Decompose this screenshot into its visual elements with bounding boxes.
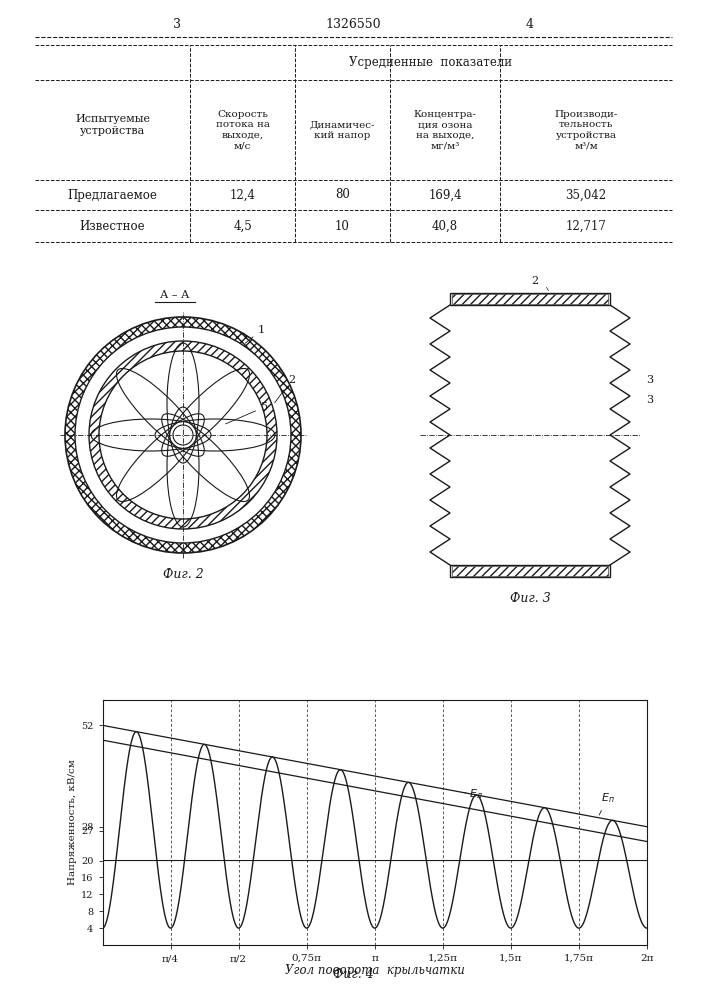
Text: 1326550: 1326550	[325, 18, 381, 31]
Text: 40,8: 40,8	[432, 220, 458, 232]
FancyBboxPatch shape	[450, 293, 610, 305]
Text: $E_л$: $E_л$	[464, 787, 483, 801]
FancyBboxPatch shape	[452, 566, 608, 576]
Text: Концентра-
ция озона
на выходе,
мг/м³: Концентра- ция озона на выходе, мг/м³	[414, 110, 477, 150]
Ellipse shape	[89, 341, 277, 529]
Text: Испытуемые
устройства: Испытуемые устройства	[75, 114, 150, 136]
Text: 12,717: 12,717	[566, 220, 607, 232]
Text: 3: 3	[646, 395, 653, 405]
Text: Фиг. 2: Фиг. 2	[163, 568, 204, 582]
Ellipse shape	[65, 317, 301, 553]
Text: 35,042: 35,042	[566, 188, 607, 202]
FancyBboxPatch shape	[452, 294, 608, 304]
Text: 4: 4	[526, 18, 534, 31]
Text: $E_п$: $E_п$	[599, 791, 614, 815]
Text: Предлагаемое: Предлагаемое	[68, 188, 158, 202]
Text: Динамичес-
кий напор: Динамичес- кий напор	[310, 120, 375, 140]
Y-axis label: Напряженность, кВ/см: Напряженность, кВ/см	[68, 760, 77, 885]
Text: 1: 1	[245, 325, 265, 343]
Ellipse shape	[99, 351, 267, 519]
Text: Усредненные  показатели: Усредненные показатели	[349, 56, 513, 69]
Text: Фиг. 4: Фиг. 4	[333, 968, 374, 982]
Text: Известное: Известное	[80, 220, 146, 232]
FancyBboxPatch shape	[450, 565, 610, 577]
X-axis label: Угол поворота  крыльчатки: Угол поворота крыльчатки	[285, 964, 464, 977]
Text: А – А: А – А	[160, 290, 189, 300]
Text: Производи-
тельность
устройства
м³/м: Производи- тельность устройства м³/м	[554, 110, 618, 150]
Text: 80: 80	[335, 188, 350, 202]
Text: 4,5: 4,5	[233, 220, 252, 232]
Text: 10: 10	[335, 220, 350, 232]
Text: 2: 2	[532, 276, 539, 286]
Text: 3: 3	[173, 18, 181, 31]
Text: Фиг. 3: Фиг. 3	[510, 592, 550, 605]
Text: 3: 3	[646, 375, 653, 385]
Text: 12,4: 12,4	[230, 188, 255, 202]
Text: 169,4: 169,4	[428, 188, 462, 202]
Text: 5: 5	[226, 402, 268, 424]
Text: 2: 2	[274, 375, 295, 403]
Text: Скорость
потока на
выходе,
м/с: Скорость потока на выходе, м/с	[216, 110, 269, 150]
Ellipse shape	[173, 425, 193, 445]
Ellipse shape	[75, 327, 291, 543]
